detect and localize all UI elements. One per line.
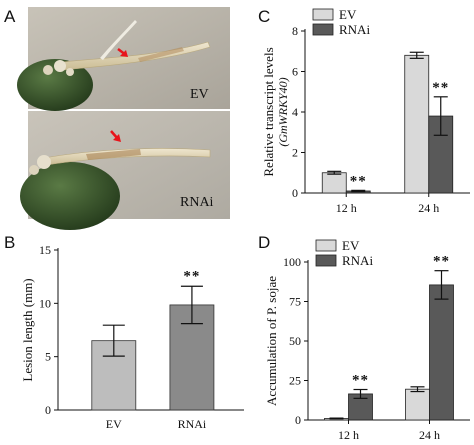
x-tick-label: EV [106, 417, 122, 431]
legend-label-ev: EV [339, 7, 357, 22]
y-tick-label: 15 [39, 243, 51, 257]
nodule [37, 155, 51, 169]
legend-label-rnai: RNAi [342, 253, 373, 268]
hypocotyl [43, 148, 211, 166]
y-axis-title: Lesion length (mm) [20, 278, 35, 381]
legend-swatch-rnai [315, 254, 337, 267]
panel-a-letter: A [4, 7, 16, 26]
lesion [86, 149, 141, 160]
y-tick-label: 50 [289, 334, 301, 348]
y-tick-label: 4 [292, 105, 298, 119]
nodule [54, 60, 66, 72]
bar-ev-24h [405, 388, 430, 421]
x-tick-label: 12 h [336, 201, 357, 215]
x-tick-label: 12 h [338, 428, 359, 442]
arrow-icon [120, 50, 128, 57]
y-axis-subtitle: (GmWRKY40) [276, 77, 290, 146]
bar-rnai-24h [429, 284, 454, 421]
significance-marker: ** [352, 373, 369, 389]
y-axis-title: Relative transcript levels [261, 47, 276, 176]
significance-marker: ** [433, 254, 450, 270]
y-tick-label: 75 [289, 295, 301, 309]
legend-swatch-rnai [312, 23, 334, 36]
y-tick-label: 2 [292, 146, 298, 160]
x-tick-label: 24 h [419, 428, 440, 442]
root-hair [100, 20, 137, 60]
y-tick-label: 100 [283, 255, 301, 269]
nodule [29, 165, 39, 175]
photo-label-ev: EV [190, 87, 209, 102]
nodule [43, 65, 53, 75]
legend-swatch-ev [312, 8, 334, 21]
legend-label-rnai: RNAi [339, 22, 370, 37]
panel-d-letter: D [258, 233, 270, 252]
significance-marker: ** [183, 268, 200, 284]
significance-marker: ** [432, 80, 449, 96]
legend-label-ev: EV [342, 238, 360, 253]
photo-label-rnai: RNAi [180, 195, 214, 210]
panel-a-photo-ev: EV [17, 7, 230, 111]
y-tick-label: 0 [45, 403, 51, 417]
seed [20, 162, 120, 230]
chart-b: 0 5 10 15 EV RNAi ** Lesion length (mm) [20, 243, 244, 431]
panel-a-photo-rnai: RNAi [20, 111, 230, 230]
y-tick-label: 10 [39, 296, 51, 310]
panel-b-letter: B [4, 233, 15, 252]
lesion [138, 47, 184, 62]
x-tick-label: 24 h [418, 201, 439, 215]
y-tick-label: 0 [292, 186, 298, 200]
panel-c-letter: C [258, 7, 270, 26]
significance-marker: ** [350, 173, 367, 189]
y-tick-label: 6 [292, 65, 298, 79]
arrow-icon [113, 134, 121, 142]
y-tick-label: 8 [292, 24, 298, 38]
legend-swatch-ev [315, 239, 337, 252]
y-tick-label: 25 [289, 374, 301, 388]
y-tick-label: 0 [295, 413, 301, 427]
nodule [66, 68, 74, 76]
hypocotyl [61, 41, 211, 71]
y-axis-title: Accumulation of P. sojae [264, 276, 279, 406]
y-tick-label: 5 [45, 350, 51, 364]
bar-ev-24h [404, 54, 430, 194]
bar-ev-12h [321, 172, 347, 194]
x-tick-label: RNAi [178, 417, 207, 431]
